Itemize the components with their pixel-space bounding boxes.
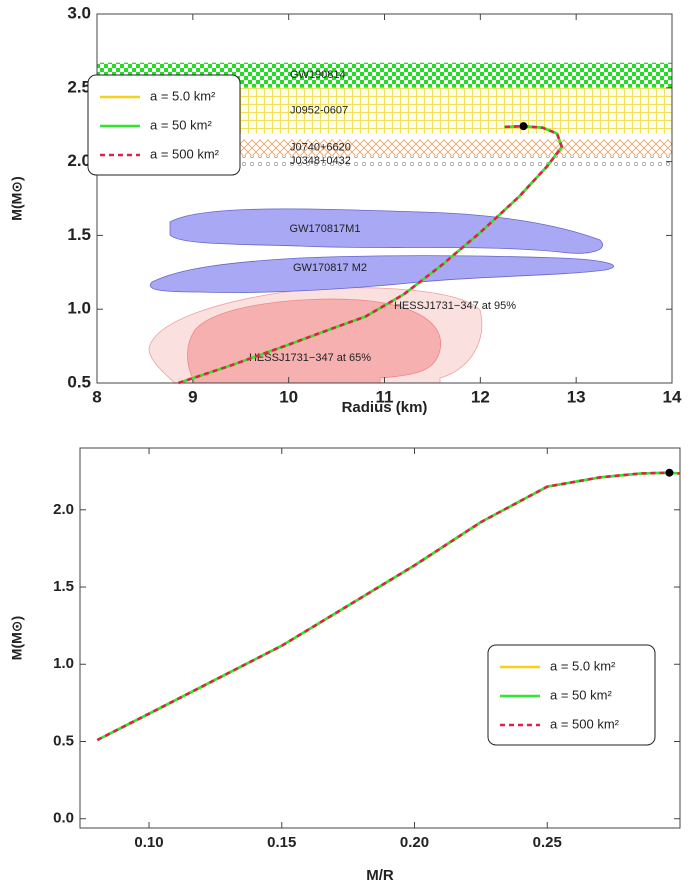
x-tick-label: 14 [663, 387, 682, 406]
x-tick-label: 10 [279, 387, 298, 406]
y-tick-label: 0.5 [67, 372, 91, 391]
x-tick-label: 8 [92, 387, 101, 406]
legend-box [87, 74, 241, 176]
legend-label: a = 50 km² [150, 117, 212, 132]
series-line [178, 124, 564, 385]
y-tick-label: 1.0 [67, 299, 91, 318]
x-tick-label: 11 [376, 387, 394, 406]
legend-label: a = 5.0 km² [550, 658, 616, 673]
y-axis-label: M(M⊙) [9, 176, 25, 220]
y-tick-label: 0.0 [53, 810, 74, 827]
plot-frame [79, 447, 681, 829]
y-tick-label: 1.5 [53, 578, 74, 595]
region-label: HESSJ1731−347 at 65% [249, 352, 371, 364]
y-tick-label: 0.5 [53, 732, 74, 749]
gw170817-m1-region [169, 208, 603, 254]
legend-label: a = 50 km² [550, 687, 612, 702]
x-axis-label: M/R [366, 867, 394, 884]
y-tick-label: 1.5 [67, 225, 91, 244]
legend-label: a = 500 km² [550, 716, 620, 731]
x-tick-label: 0.20 [400, 834, 429, 851]
y-tick-label: 1.0 [53, 655, 74, 672]
x-tick-label: 12 [471, 387, 490, 406]
legend-label: a = 5.0 km² [150, 88, 216, 103]
band-label: GW190814 [290, 69, 346, 81]
band [97, 155, 672, 167]
band-label: J0952-0607 [290, 105, 348, 117]
region-label: GW170817 M2 [293, 262, 367, 274]
band-label: J0740+6620 [290, 141, 351, 153]
band-label: J0348+0432 [290, 155, 351, 167]
marker-point [519, 122, 528, 131]
hess-65-region [187, 298, 442, 384]
x-tick-label: 0.15 [267, 834, 296, 851]
x-tick-label: 13 [567, 387, 586, 406]
legend-label: a = 500 km² [150, 146, 220, 161]
y-axis-label: M(M⊙) [9, 616, 25, 660]
series-line [96, 471, 681, 742]
y-tick-label: 2.5 [67, 77, 91, 96]
y-tick-label: 2.0 [67, 151, 91, 170]
x-axis-label: Radius (km) [342, 399, 428, 416]
region-label: HESSJ1731−347 at 95% [394, 300, 516, 312]
region-label: GW170817M1 [290, 223, 361, 235]
legend-box [487, 644, 656, 746]
x-tick-label: 0.10 [134, 834, 163, 851]
band [97, 139, 672, 156]
gw170817-m2-region [150, 255, 614, 293]
x-tick-label: 0.25 [533, 834, 562, 851]
constraint-regions: GW170817M1 GW170817 M2 HESSJ1731−347 at … [148, 208, 614, 384]
y-tick-label: 3.0 [67, 3, 91, 22]
y-tick-label: 2.0 [53, 501, 74, 518]
marker-point [665, 468, 674, 477]
x-tick-label: 9 [188, 387, 197, 406]
